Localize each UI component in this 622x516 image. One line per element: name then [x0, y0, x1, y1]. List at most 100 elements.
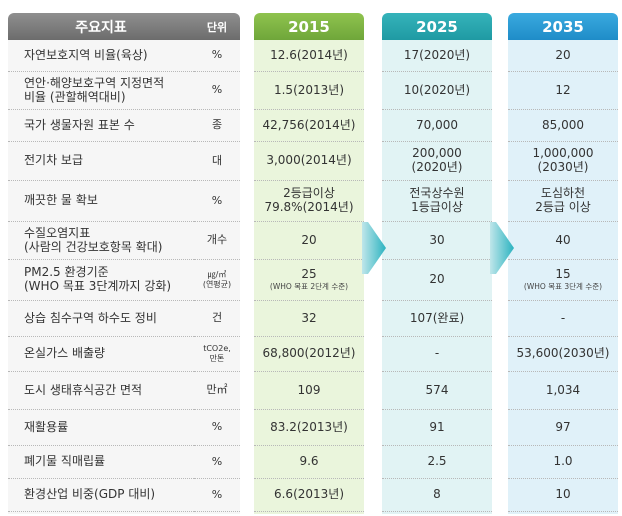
v2025-cell: 574: [382, 372, 492, 410]
unit-text: %: [211, 83, 223, 97]
label-text: 도시 생태휴식공간 면적: [24, 382, 143, 397]
arrow-right-icon: [490, 222, 514, 274]
v2025-text: 10(2020년): [403, 82, 471, 97]
v2025-text: 8: [433, 487, 441, 502]
v2015-text: 6.6(2013년): [273, 487, 345, 502]
v2015-cell: 12.6(2014년): [254, 40, 364, 72]
v2015-text: 9.6: [299, 454, 319, 469]
v2025-text: 107(완료): [409, 310, 465, 325]
v2035-text: 20: [555, 47, 571, 62]
v2035-text: 40: [555, 232, 571, 247]
unit-text: %: [211, 48, 223, 62]
unit-cell: %: [194, 410, 240, 446]
v2015-text: 42,756(2014년): [262, 117, 356, 132]
header-indicator: 주요지표: [8, 13, 194, 40]
v2025-text: 20: [429, 272, 445, 287]
unit-text: (연평균): [202, 280, 232, 289]
label-cell: 수질오염지표 (사람의 건강보호항목 확대): [8, 222, 194, 260]
v2035-cell: 53,600(2030년): [508, 337, 618, 372]
label-cell: 자연보호지역 비율(육상): [8, 40, 194, 72]
label-text: (WHO 목표 3단계까지 강화): [24, 279, 172, 293]
label-cell: 재활용률: [8, 410, 194, 446]
v2015-text: 68,800(2012년): [262, 346, 356, 361]
v2035-cell: 1,034: [508, 372, 618, 410]
v2025-text: 17(2020년): [403, 47, 471, 62]
label-text: 전기차 보급: [24, 153, 84, 168]
v2035-cell: 85,000: [508, 110, 618, 142]
v2035-text: 1.0: [553, 454, 573, 469]
v2015-text: 3,000(2014년): [266, 153, 352, 168]
v2025-cell: 17(2020년): [382, 40, 492, 72]
v2015-cell: 2등급이상 79.8%(2014년): [254, 181, 364, 222]
label-text: 재활용률: [24, 419, 69, 434]
indicator-column: 주요지표 자연보호지역 비율(육상) 연안·해양보호구역 지정면적 비율 (관할해역…: [8, 0, 194, 516]
label-cell: 환경산업 비중(GDP 대비): [8, 479, 194, 512]
arrow-right-icon: [362, 222, 386, 274]
label-cell: 깨끗한 물 확보: [8, 181, 194, 222]
v2015-text: 32: [301, 310, 317, 325]
label-cell: 전기차 보급: [8, 142, 194, 181]
v2025-cell: 200,000 (2020년): [382, 142, 492, 181]
v2015-text: 20: [301, 232, 317, 247]
v2035-cell: 도심하천 2등급 이상: [508, 181, 618, 222]
unit-text: 종: [211, 118, 223, 132]
v2035-text: 도심하천: [540, 186, 586, 201]
v2015-text: 1.5(2013년): [273, 82, 345, 97]
year-2035-panel: [508, 40, 618, 514]
v2015-cell: 83.2(2013년): [254, 410, 364, 446]
v2015-text: 109: [297, 382, 321, 397]
v2025-cell: 20: [382, 260, 492, 301]
unit-cell: %: [194, 479, 240, 512]
v2035-text: 1,034: [545, 382, 581, 397]
v2035-text: 15: [555, 267, 571, 282]
v2035-cell: 1,000,000 (2030년): [508, 142, 618, 181]
unit-text: %: [211, 454, 223, 468]
v2025-cell: 30: [382, 222, 492, 260]
label-text: 비율 (관할해역대비): [24, 89, 126, 104]
v2025-text: (2020년): [411, 160, 463, 174]
v2015-cell: 42,756(2014년): [254, 110, 364, 142]
v2015-text: 2등급이상: [283, 186, 335, 201]
unit-cell: %: [194, 446, 240, 479]
v2025-text: 574: [425, 382, 449, 397]
unit-cell: 대: [194, 142, 240, 181]
v2025-cell: 91: [382, 410, 492, 446]
v2015-note: (WHO 목표 2단계 수준): [269, 282, 349, 292]
label-cell: PM2.5 환경기준 (WHO 목표 3단계까지 강화): [8, 260, 194, 301]
unit-cell: ㎍/㎥ (연평균): [194, 260, 240, 301]
unit-cell: 만㎡: [194, 372, 240, 410]
unit-cell: 종: [194, 110, 240, 142]
v2015-cell: 9.6: [254, 446, 364, 479]
v2035-cell: 1.0: [508, 446, 618, 479]
v2025-text: 30: [429, 232, 445, 247]
unit-text: %: [211, 420, 223, 434]
header-2015: 2015: [254, 13, 364, 40]
label-cell: 온실가스 배출량: [8, 337, 194, 372]
unit-text: 대: [211, 153, 223, 167]
year-2025-panel: [382, 40, 492, 514]
v2015-cell: 25 (WHO 목표 2단계 수준): [254, 260, 364, 301]
indicator-panel: [8, 40, 194, 514]
header-unit: 단위: [194, 13, 240, 40]
v2015-text: 12.6(2014년): [270, 47, 348, 62]
unit-text: 만톤: [209, 354, 225, 363]
v2025-cell: 107(완료): [382, 301, 492, 337]
v2035-text: 97: [555, 419, 571, 434]
label-cell: 상습 침수구역 하수도 정비: [8, 301, 194, 337]
v2015-cell: 32: [254, 301, 364, 337]
v2035-text: (2030년): [537, 160, 589, 174]
label-cell: 도시 생태휴식공간 면적: [8, 372, 194, 410]
v2025-text: 1등급이상: [411, 200, 463, 214]
label-cell: 연안·해양보호구역 지정면적 비율 (관할해역대비): [8, 72, 194, 110]
unit-text: 개수: [206, 233, 228, 247]
unit-text: %: [211, 487, 223, 501]
v2025-text: -: [434, 346, 440, 361]
v2015-text: 83.2(2013년): [270, 419, 348, 434]
label-text: 온실가스 배출량: [24, 346, 106, 361]
header-2025: 2025: [382, 13, 492, 40]
v2025-cell: 10(2020년): [382, 72, 492, 110]
unit-column: 단위 %% 종 대% 개수 ㎍/㎥ (연평균) 건 tCO2e, 만톤 만㎡%%%: [194, 0, 240, 516]
label-text: (사람의 건강보호항목 확대): [24, 239, 163, 254]
v2015-text: 79.8%(2014년): [264, 200, 354, 214]
v2025-text: 2.5: [427, 454, 447, 469]
